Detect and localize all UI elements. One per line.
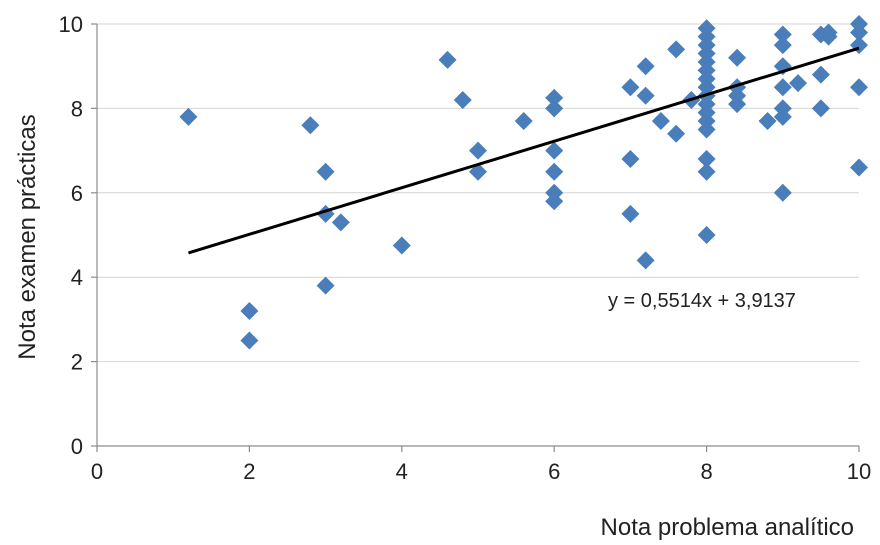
x-axis-tick-labels: 0 2 4 6 8 10 <box>91 459 871 484</box>
x-tick-label-6: 6 <box>548 459 560 484</box>
data-point-24 <box>636 86 655 105</box>
data-point-14 <box>545 88 564 107</box>
trendline-equation: y = 0,5514x + 3,9137 <box>608 290 796 312</box>
y-tick-label-0: 0 <box>71 434 83 459</box>
data-point-8 <box>392 236 411 255</box>
data-point-26 <box>651 112 670 131</box>
y-tick-label-10: 10 <box>59 12 83 37</box>
data-point-11 <box>469 141 487 160</box>
y-axis-title: Nota examen prácticas <box>14 114 41 359</box>
data-point-65 <box>850 23 868 42</box>
data-point-3 <box>301 116 320 135</box>
data-point-7 <box>331 213 350 232</box>
data-point-60 <box>811 65 830 84</box>
axes <box>91 23 860 452</box>
x-tick-label-2: 2 <box>243 459 255 484</box>
x-tick-label-8: 8 <box>700 459 712 484</box>
data-point-45 <box>697 226 716 244</box>
data-point-43 <box>697 150 716 169</box>
x-tick-label-4: 4 <box>396 459 408 484</box>
data-point-25 <box>636 251 655 270</box>
data-point-22 <box>621 204 640 223</box>
data-point-2 <box>240 331 259 350</box>
data-point-10 <box>453 90 472 109</box>
data-point-49 <box>728 95 747 114</box>
data-point-15 <box>545 99 564 118</box>
data-point-17 <box>545 162 564 181</box>
x-axis-title: Nota problema analítico <box>601 514 854 541</box>
data-point-16 <box>545 141 564 160</box>
data-point-20 <box>621 78 640 97</box>
data-point-57 <box>773 183 792 202</box>
y-tick-label-8: 8 <box>71 96 83 121</box>
data-point-61 <box>811 99 830 118</box>
x-tick-label-0: 0 <box>91 459 103 484</box>
data-point-21 <box>621 150 640 169</box>
data-point-63 <box>819 27 838 46</box>
data-point-52 <box>773 36 792 55</box>
data-point-50 <box>758 112 777 131</box>
data-point-42 <box>697 120 716 139</box>
y-axis-tick-labels: 0 2 4 6 8 10 <box>59 12 83 459</box>
x-tick-label-10: 10 <box>847 459 871 484</box>
y-tick-label-2: 2 <box>71 350 83 375</box>
data-point-58 <box>789 74 808 93</box>
data-point-56 <box>773 107 792 126</box>
data-point-13 <box>514 112 533 131</box>
data-point-1 <box>240 301 259 320</box>
gridlines <box>97 23 859 363</box>
data-point-27 <box>667 40 686 59</box>
data-point-23 <box>636 57 655 76</box>
data-point-28 <box>667 124 686 143</box>
trendline-group <box>188 46 860 255</box>
data-point-51 <box>773 25 792 44</box>
data-point-9 <box>438 50 457 69</box>
y-tick-label-4: 4 <box>71 265 83 290</box>
data-point-67 <box>850 78 868 97</box>
data-point-4 <box>316 162 335 181</box>
data-point-19 <box>545 192 564 211</box>
y-tick-label-6: 6 <box>71 181 83 206</box>
data-point-54 <box>773 78 792 97</box>
data-point-44 <box>697 162 716 181</box>
data-point-68 <box>850 158 868 177</box>
data-point-46 <box>728 48 747 67</box>
data-point-0 <box>179 107 198 126</box>
data-point-6 <box>316 276 335 295</box>
trendline <box>188 46 860 255</box>
